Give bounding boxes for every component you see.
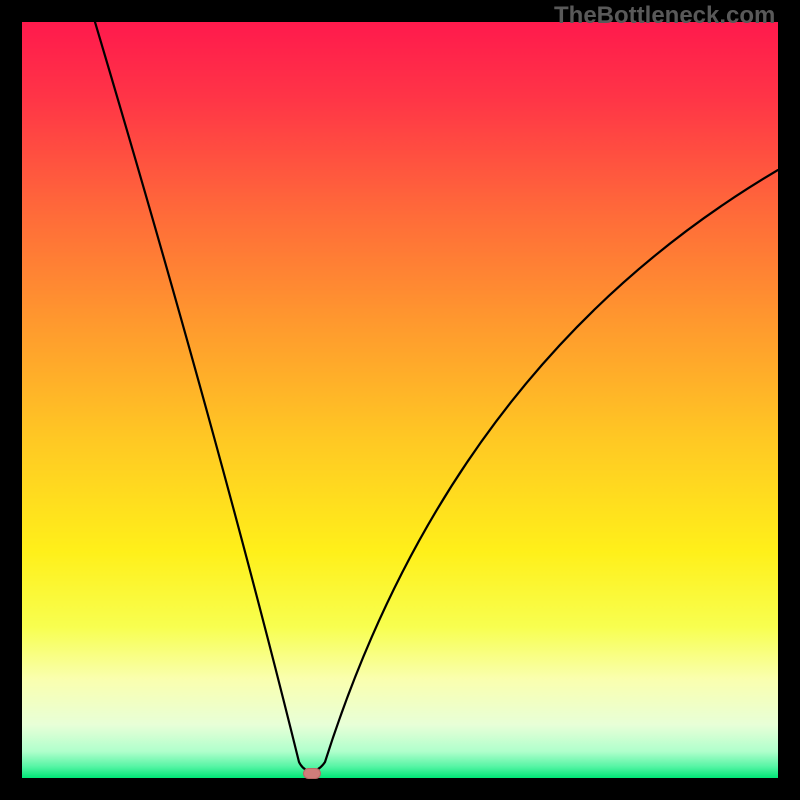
background-gradient xyxy=(22,22,778,778)
plot-area xyxy=(22,22,778,778)
watermark-text: TheBottleneck.com xyxy=(554,2,775,30)
optimum-marker xyxy=(303,768,321,779)
